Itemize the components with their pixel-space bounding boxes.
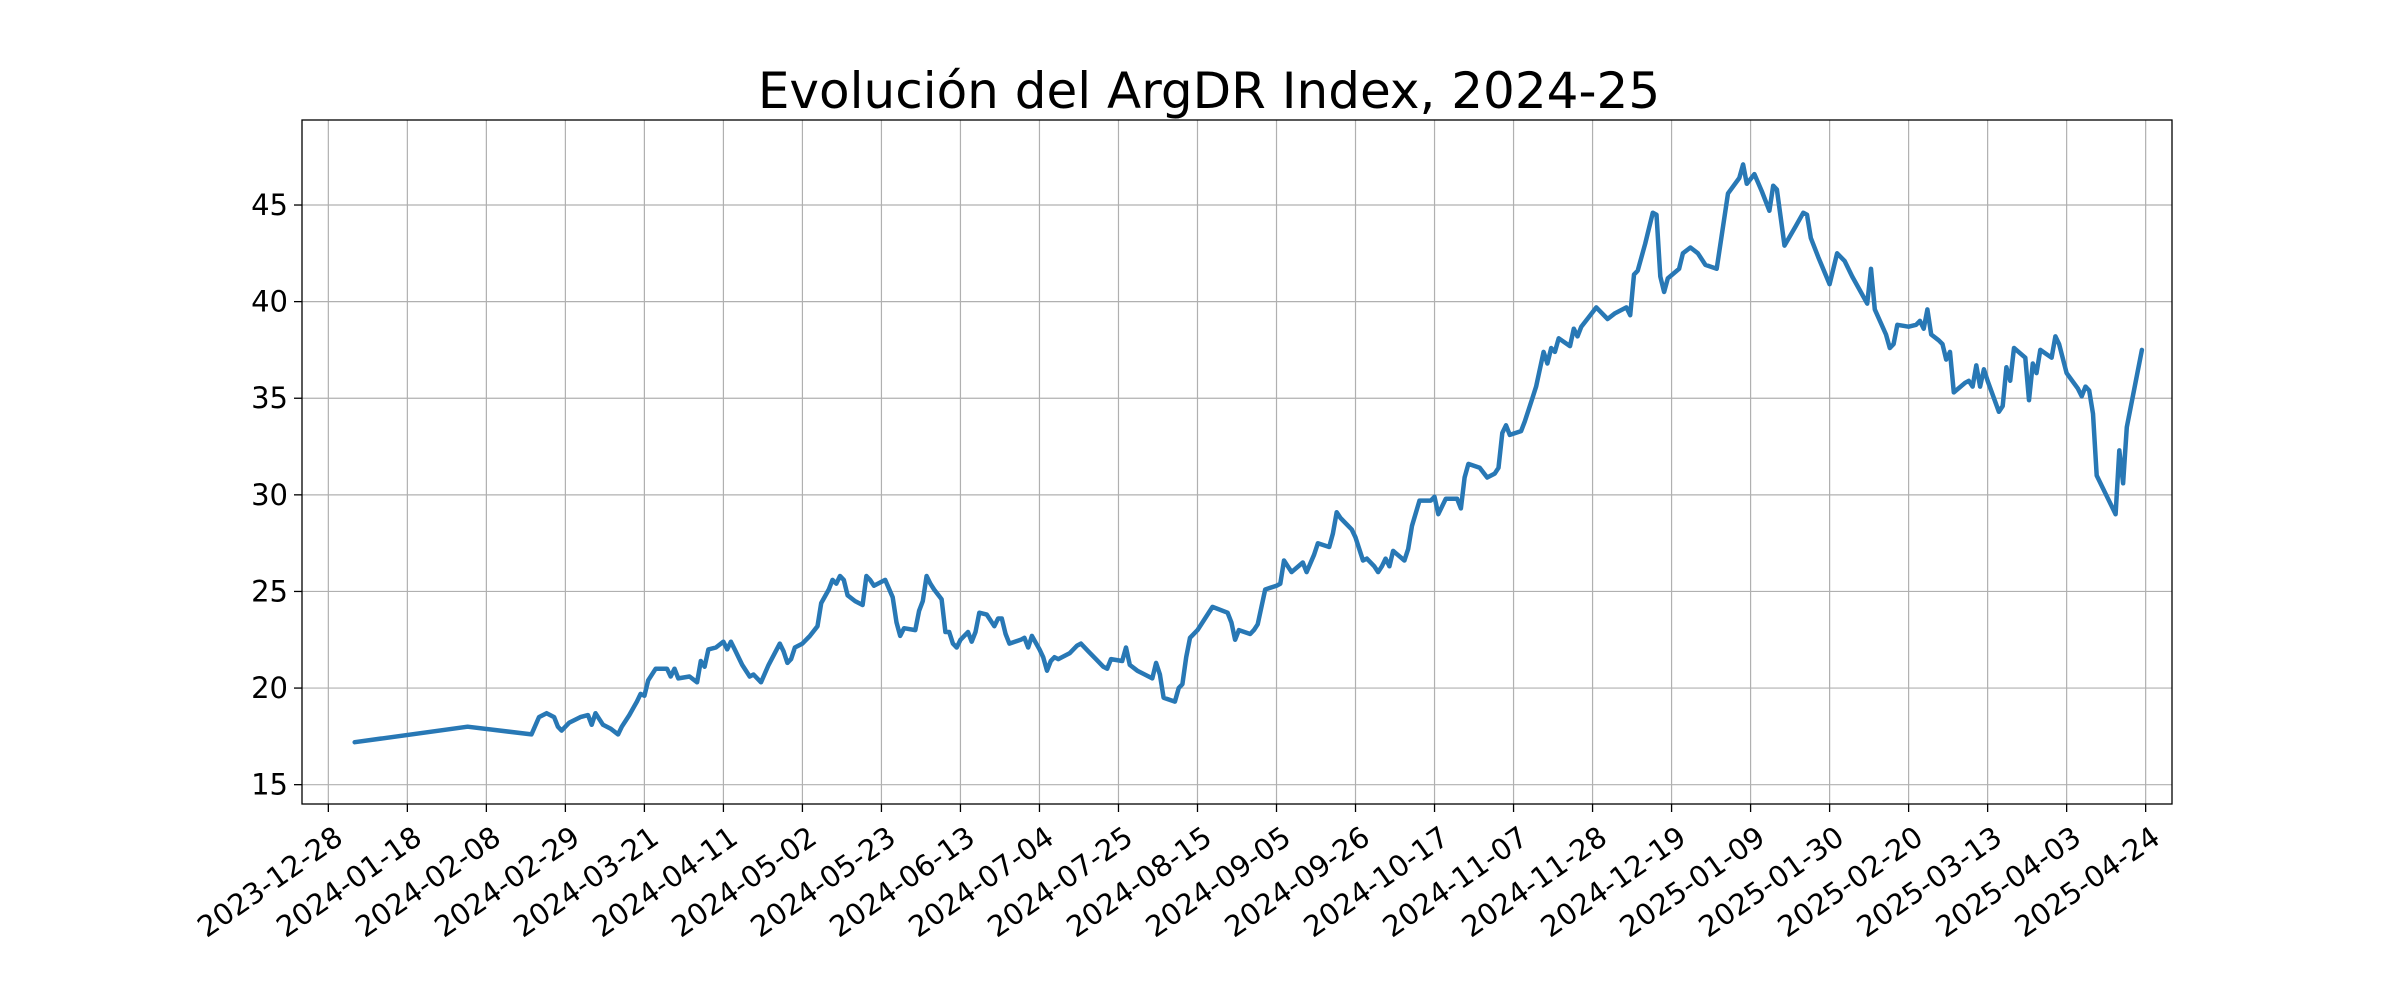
series-layer <box>352 162 2145 745</box>
y-tick-label: 40 <box>251 285 288 319</box>
y-axis: 15 20 25 30 35 40 45 <box>251 188 302 802</box>
y-tick-label: 45 <box>251 188 288 222</box>
x-axis: 2023-12-282024-01-182024-02-082024-02-29… <box>191 804 2166 944</box>
y-tick-label: 30 <box>251 478 288 512</box>
grid <box>302 120 2172 804</box>
chart-title: Evolución del ArgDR Index, 2024-25 <box>758 62 1660 120</box>
plot-frame <box>301 119 2173 805</box>
y-tick-label: 15 <box>251 768 288 802</box>
y-tick-label: 25 <box>251 574 288 608</box>
y-tick-label: 35 <box>251 381 288 415</box>
series-line-0 <box>352 162 2145 745</box>
y-tick-label: 20 <box>251 671 288 705</box>
